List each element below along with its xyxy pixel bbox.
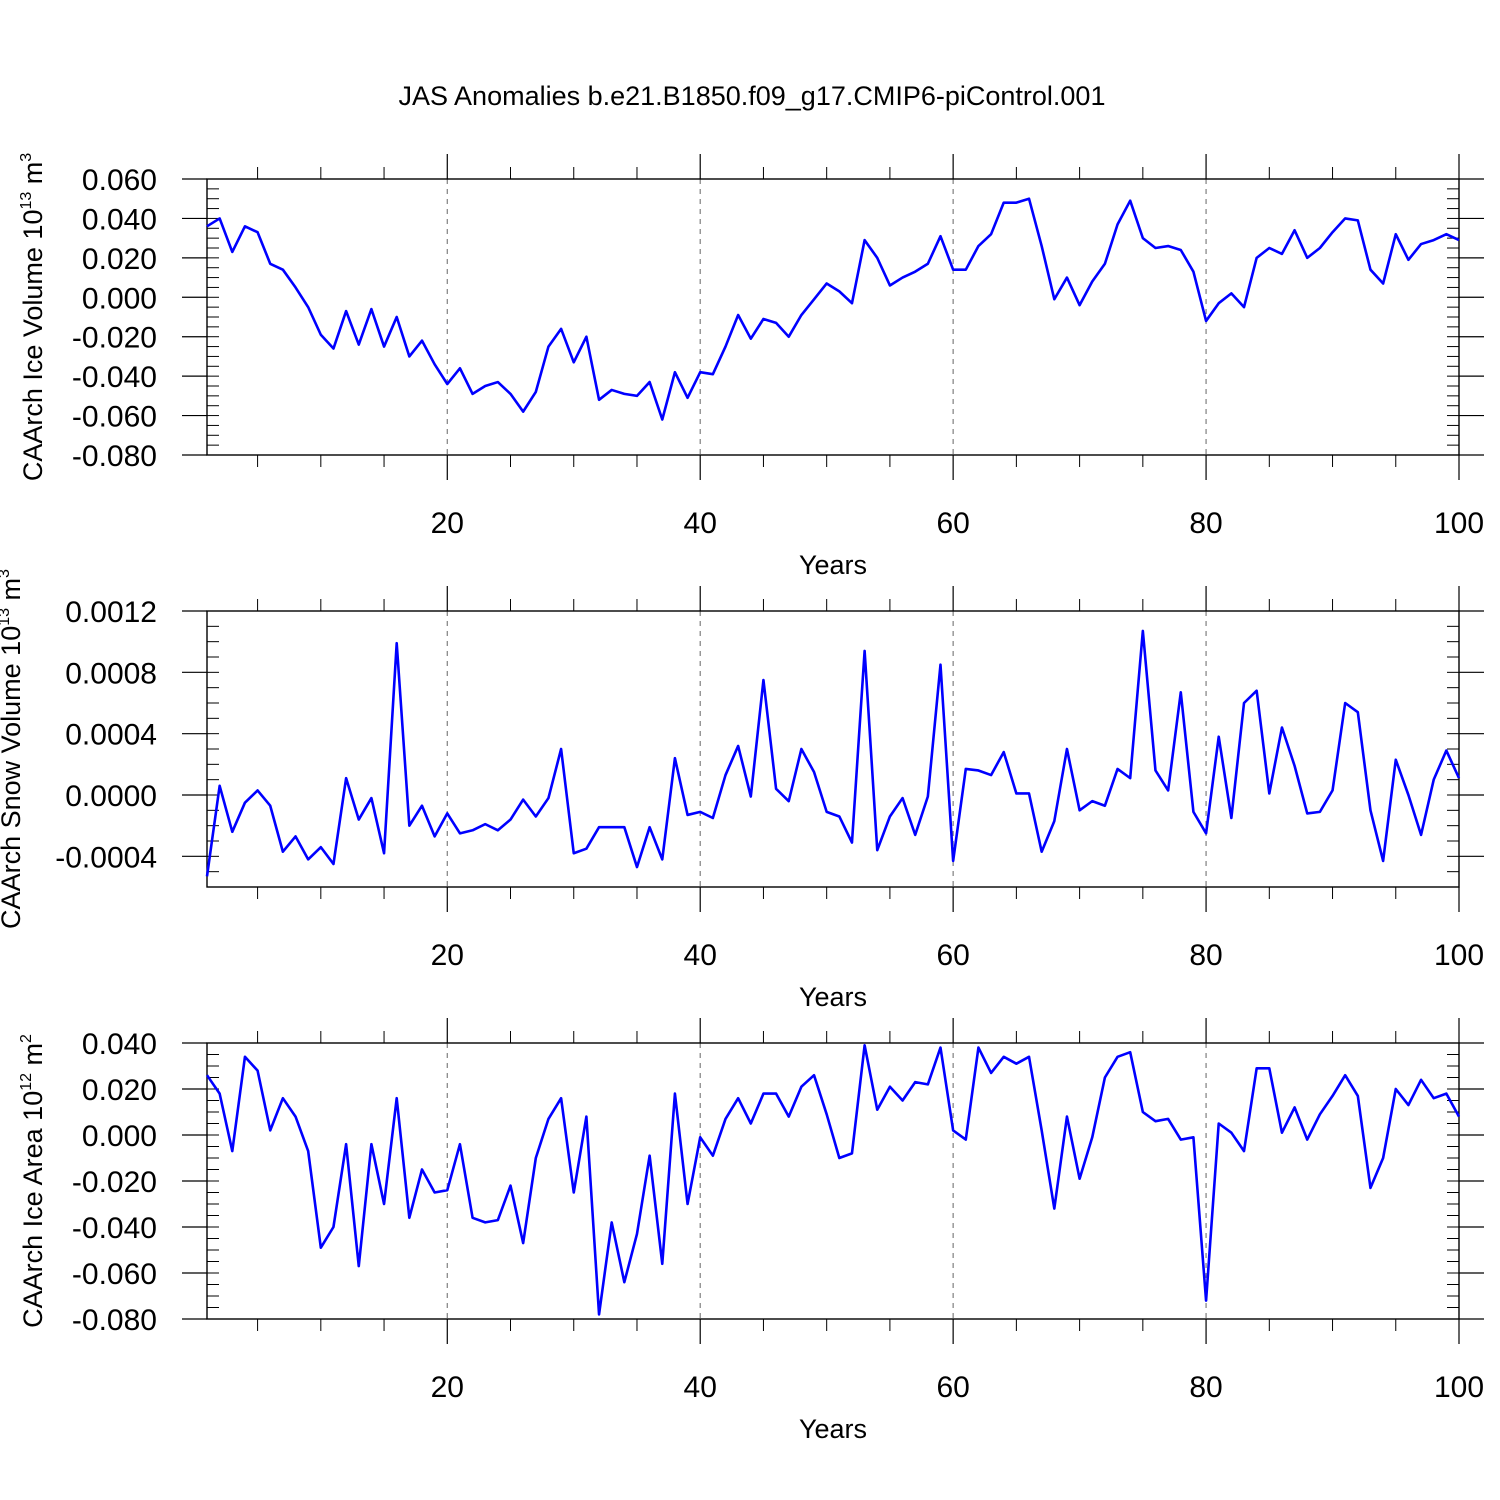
y-tick-label: 0.0008 <box>65 657 157 690</box>
y-tick-label: 0.040 <box>82 1028 157 1061</box>
x-tick-label: 80 <box>1189 507 1222 540</box>
y-tick-label: 0.040 <box>82 203 157 236</box>
y-tick-label: -0.020 <box>72 1166 157 1199</box>
panels: -0.080 -0.060 -0.040 -0.020 0.000 0.020 0.040 0… <box>0 153 1484 1444</box>
y-tick-label: 0.0000 <box>65 780 157 813</box>
plot-frame <box>206 178 1460 456</box>
x-tick-label: 60 <box>936 507 969 540</box>
x-tick-label: 60 <box>936 939 969 972</box>
x-axis-label: Years <box>799 982 867 1012</box>
y-tick-label: -0.060 <box>72 401 157 434</box>
x-tick-label: 40 <box>684 1371 717 1404</box>
y-axis-label: CAArch Ice Area 1012 m2 <box>18 1034 48 1328</box>
x-tick-label: 20 <box>431 939 464 972</box>
x-tick-label: 80 <box>1189 1371 1222 1404</box>
y-tick-label: -0.040 <box>72 361 157 394</box>
y-tick-label: -0.040 <box>72 1212 157 1245</box>
x-axis-label: Years <box>799 550 867 580</box>
y-tick-label: -0.020 <box>72 322 157 355</box>
y-tick-label: 0.000 <box>82 1120 157 1153</box>
y-tick-label: -0.060 <box>72 1258 157 1291</box>
x-tick-label: 100 <box>1434 939 1484 972</box>
x-tick-label: 100 <box>1434 507 1484 540</box>
plot-frame <box>206 1042 1460 1320</box>
y-tick-label: 0.0012 <box>65 596 157 629</box>
y-tick-label: 0.0004 <box>65 719 157 752</box>
y-tick-label: 0.020 <box>82 1074 157 1107</box>
y-tick-label: 0.000 <box>82 282 157 315</box>
panel-2: -0.0004 0.0000 0.0004 0.0008 0.0012 20 40 60 80 1… <box>0 569 1484 1012</box>
y-tick-label: -0.080 <box>72 1304 157 1337</box>
x-tick-label: 60 <box>936 1371 969 1404</box>
plot-frame <box>206 610 1460 888</box>
series-line <box>205 1044 1461 1316</box>
y-tick-label: -0.0004 <box>55 841 157 874</box>
panel-3: -0.080 -0.060 -0.040 -0.020 0.000 0.020 0.040 2… <box>18 1018 1484 1444</box>
y-tick-label: 0.020 <box>82 243 157 276</box>
chart-title: JAS Anomalies b.e21.B1850.f09_g17.CMIP6-… <box>399 81 1106 111</box>
x-axis-label: Years <box>799 1414 867 1444</box>
x-tick-label: 100 <box>1434 1371 1484 1404</box>
panel-1: -0.080 -0.060 -0.040 -0.020 0.000 0.020 0.040 0… <box>18 153 1484 580</box>
y-tick-label: -0.080 <box>72 440 157 473</box>
x-tick-label: 40 <box>684 507 717 540</box>
series-line <box>206 197 1460 421</box>
y-axis-label: CAArch Snow Volume 1013 m3 <box>0 569 26 929</box>
x-tick-label: 20 <box>431 1371 464 1404</box>
x-tick-label: 20 <box>431 507 464 540</box>
series-line <box>205 629 1461 877</box>
x-tick-label: 40 <box>684 939 717 972</box>
y-axis-label: CAArch Ice Volume 1013 m3 <box>18 153 48 481</box>
x-tick-label: 80 <box>1189 939 1222 972</box>
y-tick-label: 0.060 <box>82 164 157 197</box>
